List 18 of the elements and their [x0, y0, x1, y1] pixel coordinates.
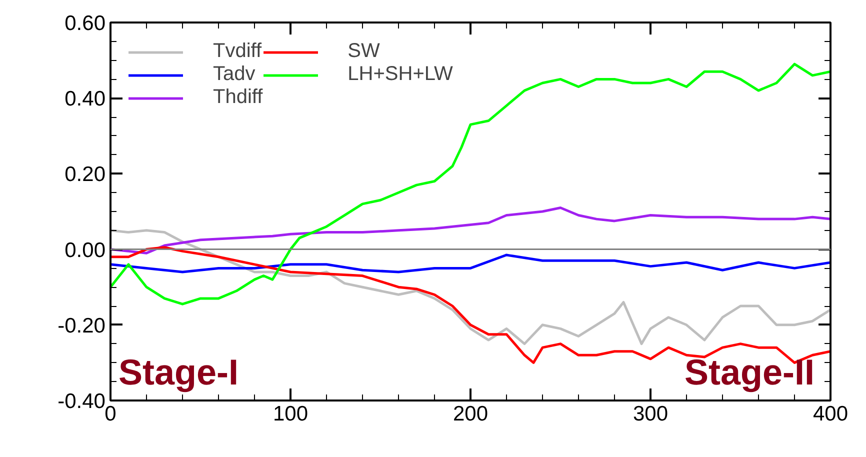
y-tick-label: -0.20 [58, 314, 106, 338]
legend-label: Tvdiff [213, 40, 262, 63]
x-tick-label: 200 [452, 402, 488, 426]
y-tick-label: -0.40 [58, 390, 106, 413]
y-tick-label: 0.20 [64, 163, 106, 186]
annotation: Stage-I [118, 352, 239, 392]
legend-label: Tadv [213, 63, 256, 86]
x-tick-label: 400 [812, 402, 848, 426]
y-tick-label: 0.00 [64, 238, 106, 262]
legend-label: LH+SH+LW [348, 63, 453, 86]
annotation: Stage-II [684, 352, 815, 392]
x-tick-label: 100 [272, 402, 308, 426]
y-tick-label: 0.40 [64, 88, 106, 111]
legend-label: SW [348, 40, 380, 63]
legend-label: Thdiff [213, 86, 263, 109]
x-tick-label: 0 [104, 402, 116, 426]
y-tick-label: 0.60 [64, 12, 106, 35]
x-tick-label: 300 [632, 402, 668, 426]
